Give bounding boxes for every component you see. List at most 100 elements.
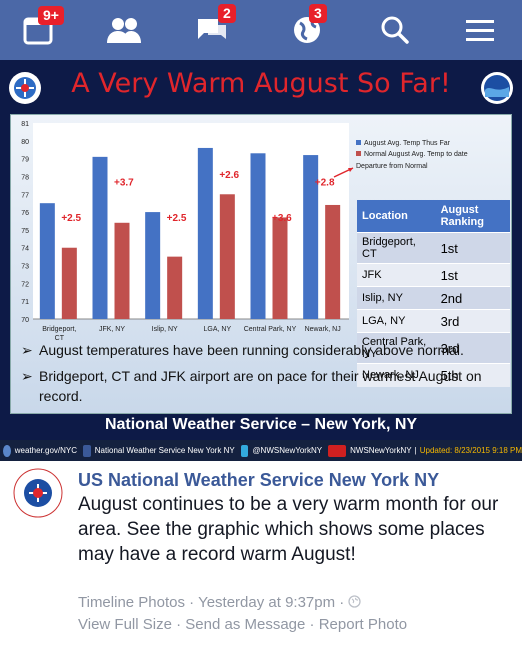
y-tick-label: 79 (21, 157, 29, 164)
table-header-ranking: August Ranking (435, 200, 510, 233)
nws-logo-icon (9, 72, 41, 104)
menu-nav-button[interactable] (458, 8, 502, 52)
top-navigation-bar: 9+ 2 3 (0, 0, 522, 60)
ranking-cell: 3rd (435, 309, 510, 333)
youtube-icon (328, 444, 347, 457)
nws-small-icon (3, 444, 11, 457)
x-tick-label: Bridgeport, (42, 326, 76, 333)
bar-august-avg (250, 153, 266, 319)
friends-nav-button[interactable] (102, 8, 146, 52)
location-cell: Islip, NY (357, 286, 436, 310)
menu-icon (466, 20, 494, 41)
x-tick-label: Newark, NJ (305, 326, 341, 333)
y-tick-label: 75 (21, 228, 29, 235)
bar-normal-avg (167, 256, 183, 319)
table-row: LGA, NY 3rd (357, 309, 510, 333)
page-avatar[interactable] (13, 468, 63, 518)
messages-nav-button[interactable]: 2 (190, 4, 236, 52)
separator: · (309, 616, 315, 633)
y-tick-label: 74 (21, 246, 29, 253)
messages-icon (198, 19, 226, 39)
twitter-text: @NWSNewYorkNY (252, 446, 323, 455)
noaa-logo-icon (481, 72, 513, 104)
view-full-size-link[interactable]: View Full Size (78, 616, 172, 633)
bar-normal-avg (219, 194, 235, 319)
send-as-message-link[interactable]: Send as Message (185, 616, 306, 633)
facebook-icon (83, 444, 91, 457)
bullet-item: August temperatures have been running co… (21, 340, 503, 360)
bar-august-avg (303, 155, 319, 319)
table-header-location: Location (357, 200, 436, 233)
post-text: August continues to be a very warm month… (78, 494, 499, 565)
bar-august-avg (39, 203, 55, 319)
separator: · (189, 594, 195, 611)
temperature-bar-chart: 70 71 72 73 74 75 76 77 78 79 80 81 +2.5 Bridgeport, C… (21, 121, 468, 340)
separator: · (339, 594, 345, 611)
departure-label: +2.8 (315, 177, 335, 188)
updated-text: Updated: 8/23/2015 9:18 PM (419, 446, 522, 455)
report-photo-link[interactable]: Report Photo (318, 616, 408, 633)
y-tick-label: 80 (21, 139, 29, 146)
post-meta: Timeline Photos · Yesterday at 9:37pm · … (78, 592, 407, 636)
search-icon (381, 16, 409, 44)
x-tick-label: LGA, NY (204, 326, 232, 333)
messages-badge: 2 (218, 4, 236, 23)
bar-august-avg (145, 212, 161, 319)
album-link[interactable]: Timeline Photos (78, 594, 185, 611)
location-cell: Bridgeport, CT (357, 232, 436, 264)
bar-august-avg (197, 147, 213, 319)
bar-normal-avg (61, 247, 77, 319)
chart-panel: 70 71 72 73 74 75 76 77 78 79 80 81 +2.5 Bridgeport, C… (10, 114, 512, 414)
location-cell: JFK (357, 263, 436, 287)
friends-icon (107, 18, 141, 43)
photo-graphic[interactable]: A Very Warm August So Far! 70 71 72 73 74 75 7… (0, 60, 522, 461)
y-tick-label: 81 (21, 121, 29, 128)
bullet-list: August temperatures have been running co… (11, 340, 513, 412)
notifications-nav-button[interactable]: 3 (285, 4, 329, 52)
bullet-item: Bridgeport, CT and JFK airport are on pa… (21, 366, 503, 406)
y-tick-label: 77 (21, 192, 29, 199)
legend-label: Departure from Normal (356, 163, 428, 170)
calendar-nav-button[interactable]: 9+ (16, 6, 64, 52)
plot-area (33, 123, 349, 319)
departure-label: +3.7 (114, 177, 134, 188)
legend-label: August Avg. Temp Thus Far (364, 140, 451, 147)
separator: · (176, 616, 182, 633)
departure-label: +2.5 (167, 213, 187, 224)
youtube-text: NWSNewYorkNY (350, 446, 412, 455)
bar-normal-avg (325, 204, 341, 319)
y-tick-label: 70 (21, 317, 29, 324)
bar-normal-avg (114, 222, 130, 319)
legend-swatch (356, 151, 361, 156)
x-tick-label: Islip, NY (152, 326, 178, 333)
notification-badge: 9+ (38, 6, 64, 25)
ranking-cell: 1st (435, 232, 510, 264)
bar-normal-avg (272, 217, 288, 319)
facebook-text: National Weather Service New York NY (94, 446, 235, 455)
post-timestamp[interactable]: Yesterday at 9:37pm (198, 594, 336, 611)
departure-label: +2.6 (219, 170, 239, 181)
notifications-badge: 3 (309, 4, 327, 23)
x-tick-label: CT (55, 335, 65, 340)
ranking-cell: 1st (435, 263, 510, 287)
twitter-icon (240, 444, 249, 457)
website-text: weather.gov/NYC (14, 446, 78, 455)
departure-label: +3.6 (272, 213, 292, 224)
y-tick-label: 71 (21, 299, 29, 306)
search-nav-button[interactable] (373, 8, 417, 52)
legend-swatch (356, 140, 361, 145)
bar-august-avg (92, 156, 108, 319)
graphic-footer-title: National Weather Service – New York, NY (104, 416, 418, 433)
public-globe-icon (348, 595, 362, 608)
y-tick-label: 73 (21, 264, 29, 271)
post-author-link[interactable]: US National Weather Service New York NY (78, 470, 440, 490)
departure-label: +2.5 (61, 213, 81, 224)
table-row: Islip, NY 2nd (357, 286, 510, 310)
table-row: Bridgeport, CT 1st (357, 232, 510, 264)
y-tick-label: 72 (21, 281, 29, 288)
location-cell: LGA, NY (357, 309, 436, 333)
y-tick-label: 76 (21, 210, 29, 217)
table-row: JFK 1st (357, 263, 510, 287)
social-links-bar: weather.gov/NYC National Weather Service… (0, 440, 522, 461)
legend-label: Normal August Avg. Temp to date (364, 151, 468, 158)
